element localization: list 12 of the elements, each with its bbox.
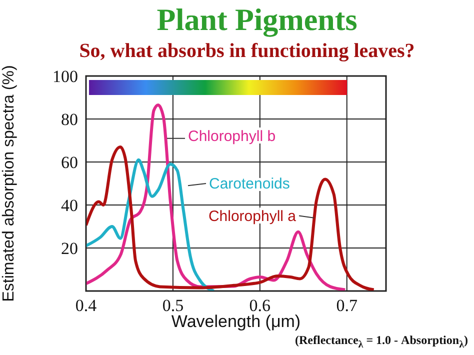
y-tick-label: 100 bbox=[52, 67, 78, 86]
x-tick-label: 0.4 bbox=[75, 296, 98, 316]
chart-title: Plant Pigments bbox=[156, 2, 358, 38]
text: (Reflectance$_{λ}$ = 1.0 - Absorption$_{λ}$) bbox=[295, 333, 468, 350]
x-tick-label: 0.7 bbox=[336, 296, 358, 316]
y-tick-label: 80 bbox=[61, 110, 78, 130]
y-axis-title: Estimated absorption spectra (%) bbox=[0, 65, 18, 302]
y-tick-label: 20 bbox=[61, 239, 78, 258]
y-tick-label: 60 bbox=[61, 153, 78, 172]
line-series bbox=[86, 145, 376, 291]
y-tick-label: 40 bbox=[61, 196, 78, 216]
chart-subtitle: So, what absorbs in functioning leaves? bbox=[78, 40, 416, 63]
